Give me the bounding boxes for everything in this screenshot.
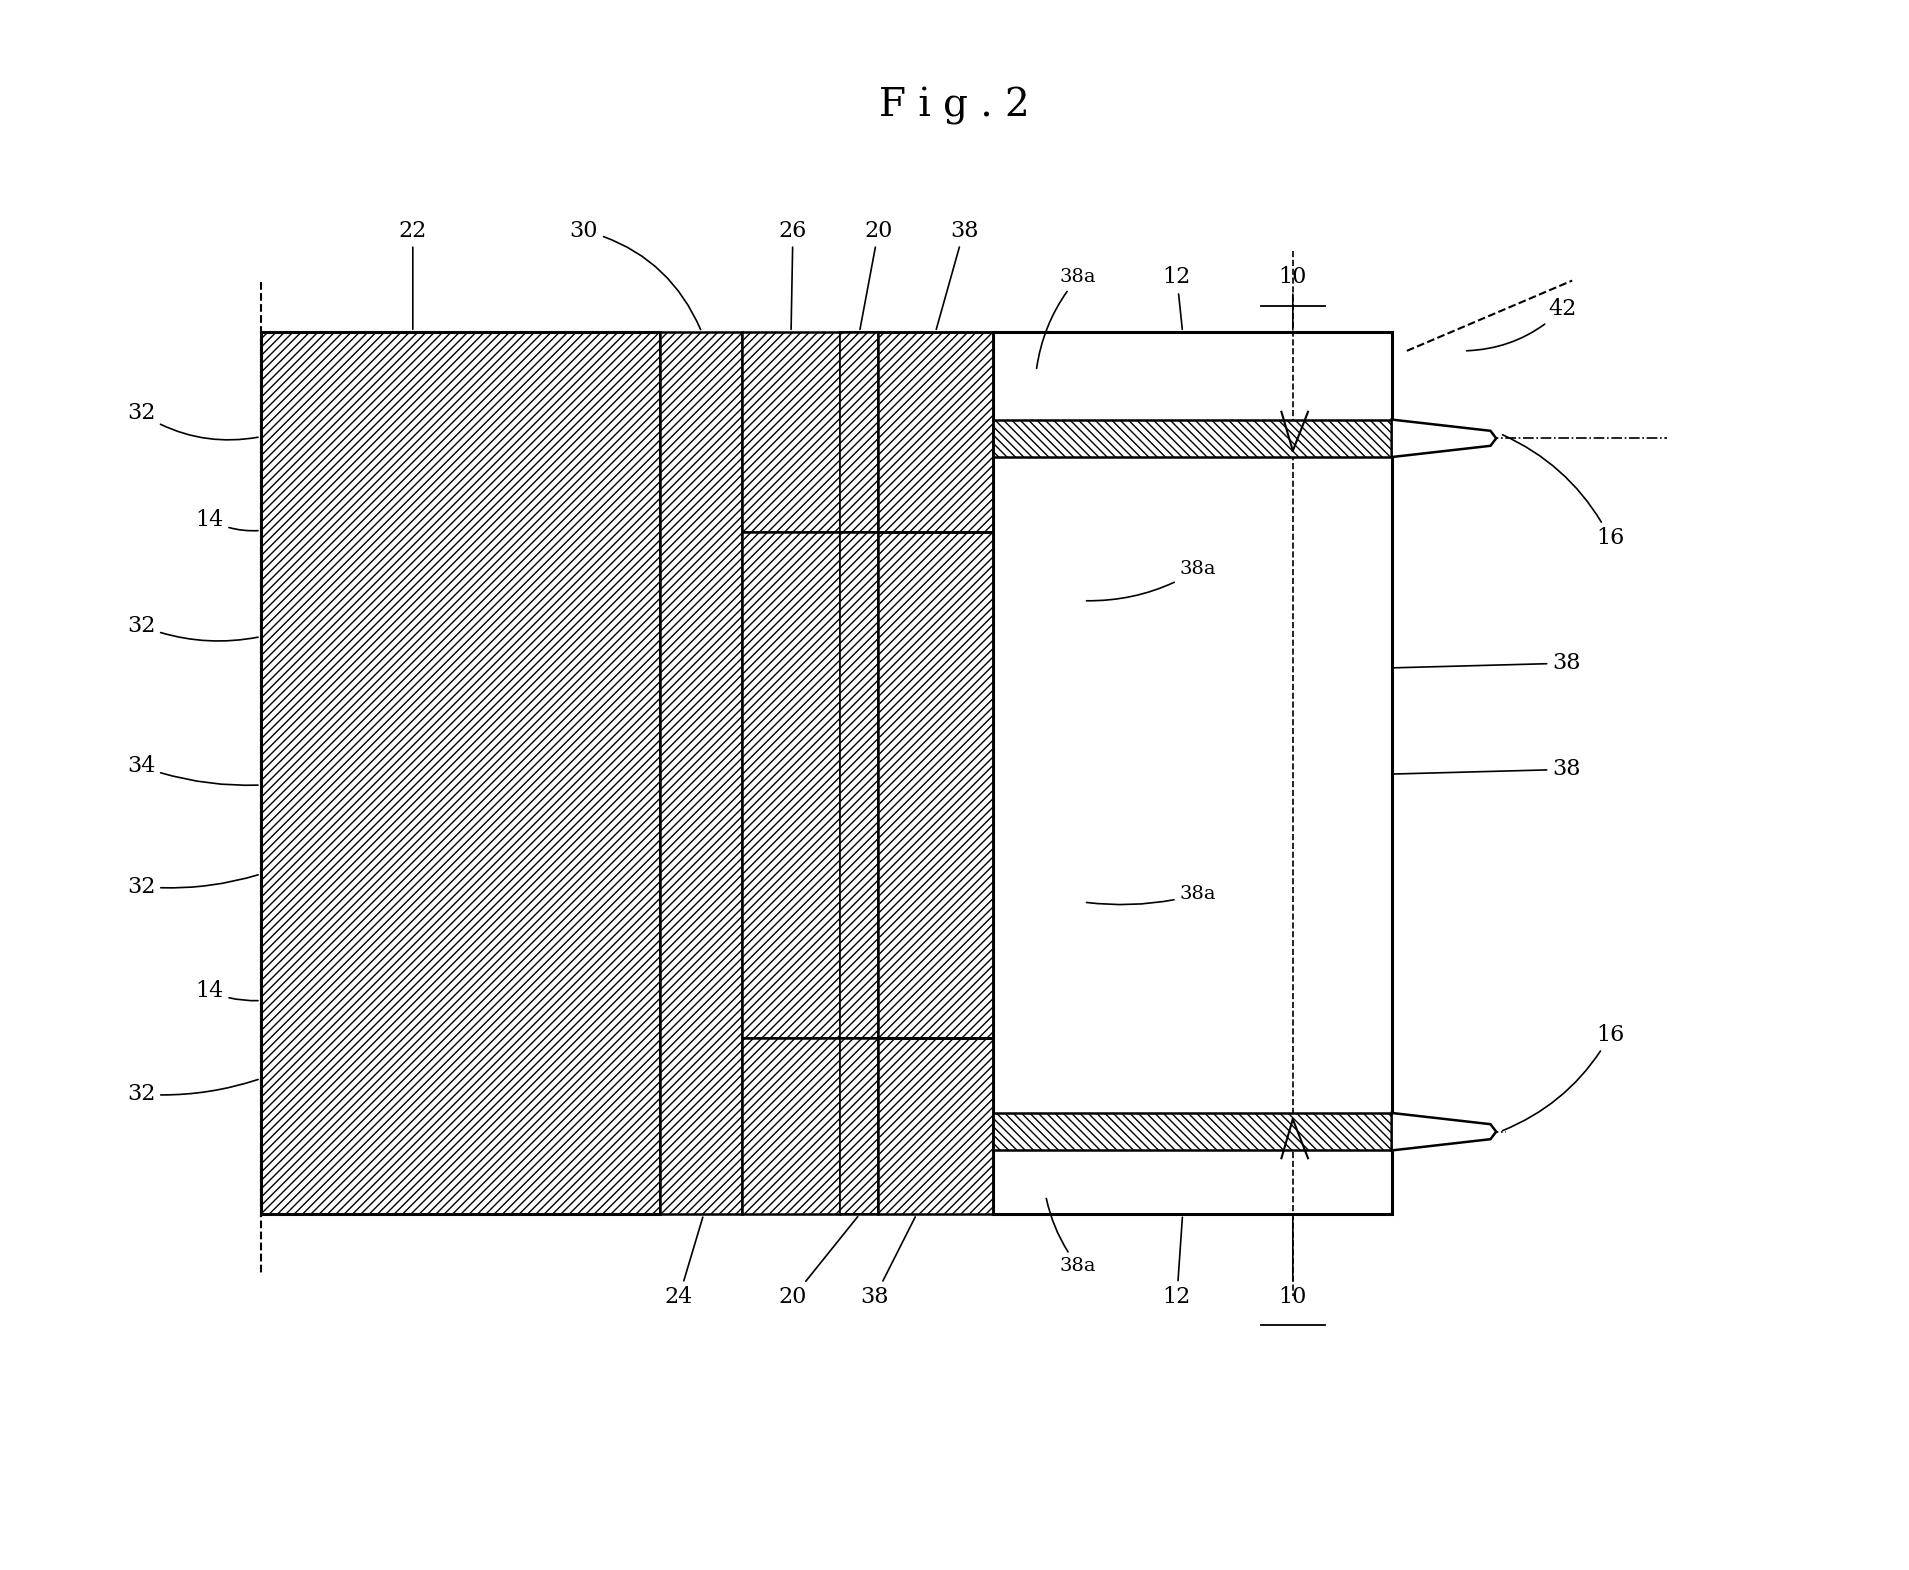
Text: 32: 32 (126, 874, 258, 898)
Text: 32: 32 (126, 615, 258, 641)
Text: 38: 38 (1394, 652, 1581, 674)
Text: 42: 42 (1466, 298, 1577, 350)
Bar (741, 532, 840, 1038)
Text: 10: 10 (1279, 1217, 1308, 1308)
Bar (840, 532, 878, 1038)
Text: 24: 24 (664, 1217, 703, 1308)
Bar (840, 333, 878, 532)
Bar (741, 333, 840, 532)
Text: F i g . 2: F i g . 2 (880, 86, 1029, 124)
Text: 26: 26 (779, 220, 808, 330)
Polygon shape (1392, 1113, 1497, 1151)
Text: 12: 12 (1163, 1217, 1191, 1308)
Text: 32: 32 (126, 402, 258, 440)
Text: 38: 38 (1394, 758, 1581, 780)
Bar (878, 532, 993, 1038)
Bar (661, 333, 741, 1215)
Polygon shape (1392, 419, 1497, 457)
Text: 34: 34 (126, 755, 258, 785)
Text: 30: 30 (569, 220, 701, 330)
Bar (741, 1038, 840, 1215)
Text: 14: 14 (195, 980, 258, 1002)
Text: 20: 20 (859, 220, 893, 330)
Text: 16: 16 (1502, 1024, 1625, 1130)
Bar (840, 1038, 878, 1215)
Text: 38a: 38a (1046, 1198, 1096, 1275)
Text: 38a: 38a (1086, 885, 1216, 904)
Text: 16: 16 (1502, 435, 1625, 550)
Text: 38a: 38a (1086, 560, 1216, 601)
Text: 12: 12 (1163, 267, 1191, 330)
Text: 38: 38 (861, 1217, 914, 1308)
Text: 14: 14 (195, 509, 258, 531)
Bar (262, 333, 661, 1215)
Bar (993, 419, 1392, 457)
Text: 38a: 38a (1037, 268, 1096, 369)
Text: 22: 22 (399, 220, 428, 330)
Text: 32: 32 (126, 1080, 258, 1105)
Text: 38: 38 (935, 220, 977, 330)
Text: 10: 10 (1279, 267, 1308, 330)
Text: 20: 20 (779, 1217, 857, 1308)
Bar (993, 1113, 1392, 1151)
Bar (878, 1038, 993, 1215)
Bar (993, 333, 1392, 1215)
Bar (878, 333, 993, 532)
